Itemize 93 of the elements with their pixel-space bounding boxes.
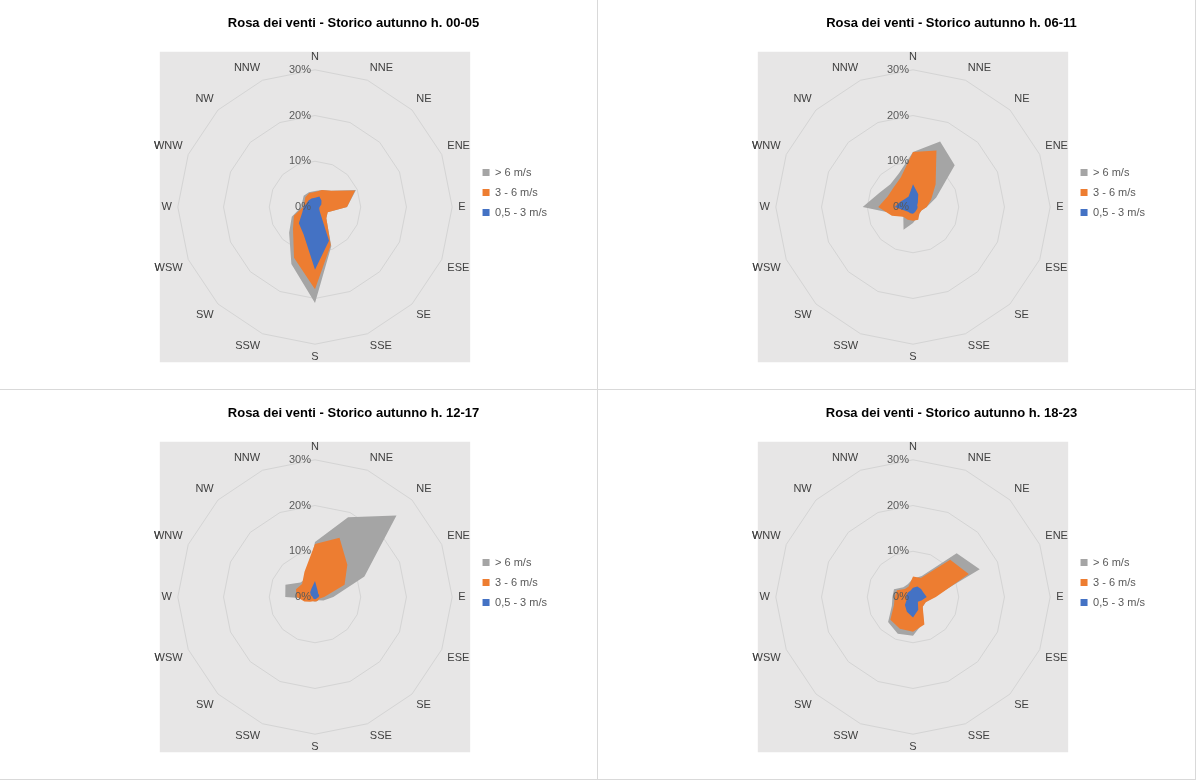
legend-label: 0,5 - 3 m/s bbox=[1093, 595, 1146, 608]
spoke-label: SE bbox=[1014, 307, 1029, 320]
spoke-label: S bbox=[909, 349, 917, 362]
spoke-label: SW bbox=[196, 307, 215, 320]
spoke-label: SSE bbox=[369, 338, 392, 351]
spoke-label: NW bbox=[195, 482, 215, 495]
chart-title: Rosa dei venti - Storico autunno h. 18-23 bbox=[825, 405, 1078, 421]
spoke-label: S bbox=[311, 349, 319, 362]
spoke-label: SE bbox=[416, 697, 431, 710]
spoke-label: NNE bbox=[369, 451, 394, 464]
spoke-label: WNW bbox=[153, 138, 184, 151]
legend-label: > 6 m/s bbox=[495, 165, 532, 178]
spoke-label: NE bbox=[416, 92, 432, 105]
spoke-label: WSW bbox=[752, 651, 782, 664]
spoke-label: N bbox=[909, 440, 918, 453]
spoke-label: W bbox=[161, 200, 173, 213]
chart-title: Rosa dei venti - Storico autunno h. 12-17 bbox=[227, 405, 480, 421]
y-tick-label: 10% bbox=[288, 544, 312, 557]
spoke-label: ESE bbox=[1045, 261, 1068, 274]
spoke-label: ENE bbox=[1045, 138, 1068, 151]
spoke-label: NNW bbox=[233, 451, 261, 464]
spoke-label: ESE bbox=[447, 651, 470, 664]
spoke-label: NE bbox=[1014, 482, 1030, 495]
spoke-label: NNE bbox=[369, 61, 394, 74]
y-tick-label: 30% bbox=[886, 452, 910, 465]
y-tick-label: 0% bbox=[295, 200, 312, 213]
legend-label: 0,5 - 3 m/s bbox=[495, 205, 548, 218]
spoke-label: SE bbox=[1014, 697, 1029, 710]
spoke-label: NNW bbox=[831, 451, 859, 464]
y-tick-label: 20% bbox=[288, 498, 312, 511]
y-tick-label: 20% bbox=[886, 108, 910, 121]
spoke-label: SW bbox=[794, 307, 813, 320]
spoke-label: SSW bbox=[833, 728, 859, 741]
spoke-label: WSW bbox=[154, 651, 184, 664]
spoke-label: NE bbox=[1014, 92, 1030, 105]
legend-label: > 6 m/s bbox=[1093, 165, 1130, 178]
spoke-label: SSW bbox=[235, 728, 261, 741]
spoke-label: S bbox=[909, 739, 917, 752]
spoke-label: W bbox=[759, 200, 771, 213]
chart-title: Rosa dei venti - Storico autunno h. 06-11 bbox=[826, 15, 1077, 31]
spoke-label: NNW bbox=[831, 61, 859, 74]
spoke-label: NW bbox=[793, 482, 813, 495]
y-tick-label: 20% bbox=[886, 498, 910, 511]
spoke-label: E bbox=[1056, 200, 1064, 213]
spoke-label: SSE bbox=[967, 728, 990, 741]
spoke-label: N bbox=[311, 50, 320, 63]
spoke-label: ENE bbox=[447, 528, 470, 541]
spoke-label: E bbox=[458, 200, 466, 213]
spoke-label: SW bbox=[196, 697, 215, 710]
y-tick-label: 20% bbox=[288, 108, 312, 121]
spoke-label: SSW bbox=[833, 338, 859, 351]
spoke-label: SW bbox=[794, 697, 813, 710]
y-tick-label: 10% bbox=[288, 154, 312, 167]
spoke-label: WSW bbox=[154, 261, 184, 274]
spoke-label: SSE bbox=[369, 728, 392, 741]
spoke-label: N bbox=[909, 50, 918, 63]
spoke-label: ENE bbox=[447, 138, 470, 151]
spoke-label: WSW bbox=[752, 261, 782, 274]
legend-label: 3 - 6 m/s bbox=[1093, 575, 1137, 588]
spoke-label: NNE bbox=[967, 451, 992, 464]
y-tick-label: 30% bbox=[288, 62, 312, 75]
spoke-label: W bbox=[161, 590, 173, 603]
legend-label: 0,5 - 3 m/s bbox=[495, 595, 548, 608]
spoke-label: ESE bbox=[1045, 651, 1068, 664]
y-tick-label: 10% bbox=[886, 544, 910, 557]
spoke-label: NW bbox=[195, 92, 215, 105]
y-tick-label: 10% bbox=[886, 154, 910, 167]
spoke-label: E bbox=[458, 590, 466, 603]
spoke-label: ESE bbox=[447, 261, 470, 274]
spoke-label: NNE bbox=[967, 61, 992, 74]
spoke-label: SSW bbox=[235, 338, 261, 351]
spoke-label: W bbox=[759, 590, 771, 603]
legend-label: 0,5 - 3 m/s bbox=[1093, 205, 1146, 218]
spoke-label: SSE bbox=[967, 338, 990, 351]
y-tick-label: 30% bbox=[886, 62, 910, 75]
spoke-label: E bbox=[1056, 590, 1064, 603]
legend-label: > 6 m/s bbox=[495, 555, 532, 568]
y-tick-label: 30% bbox=[288, 452, 312, 465]
legend-label: 3 - 6 m/s bbox=[495, 185, 539, 198]
spoke-label: N bbox=[311, 440, 320, 453]
spoke-label: WNW bbox=[751, 528, 782, 541]
spoke-label: NE bbox=[416, 482, 432, 495]
legend-label: 3 - 6 m/s bbox=[1093, 185, 1137, 198]
spoke-label: NNW bbox=[233, 61, 261, 74]
legend-label: 3 - 6 m/s bbox=[495, 575, 539, 588]
chart-title: Rosa dei venti - Storico autunno h. 00-05 bbox=[227, 15, 480, 31]
spoke-label: WNW bbox=[153, 528, 184, 541]
legend-label: > 6 m/s bbox=[1093, 555, 1130, 568]
spoke-label: ENE bbox=[1045, 528, 1068, 541]
spoke-label: S bbox=[311, 739, 319, 752]
spoke-label: NW bbox=[793, 92, 813, 105]
spoke-label: SE bbox=[416, 307, 431, 320]
spoke-label: WNW bbox=[751, 138, 782, 151]
